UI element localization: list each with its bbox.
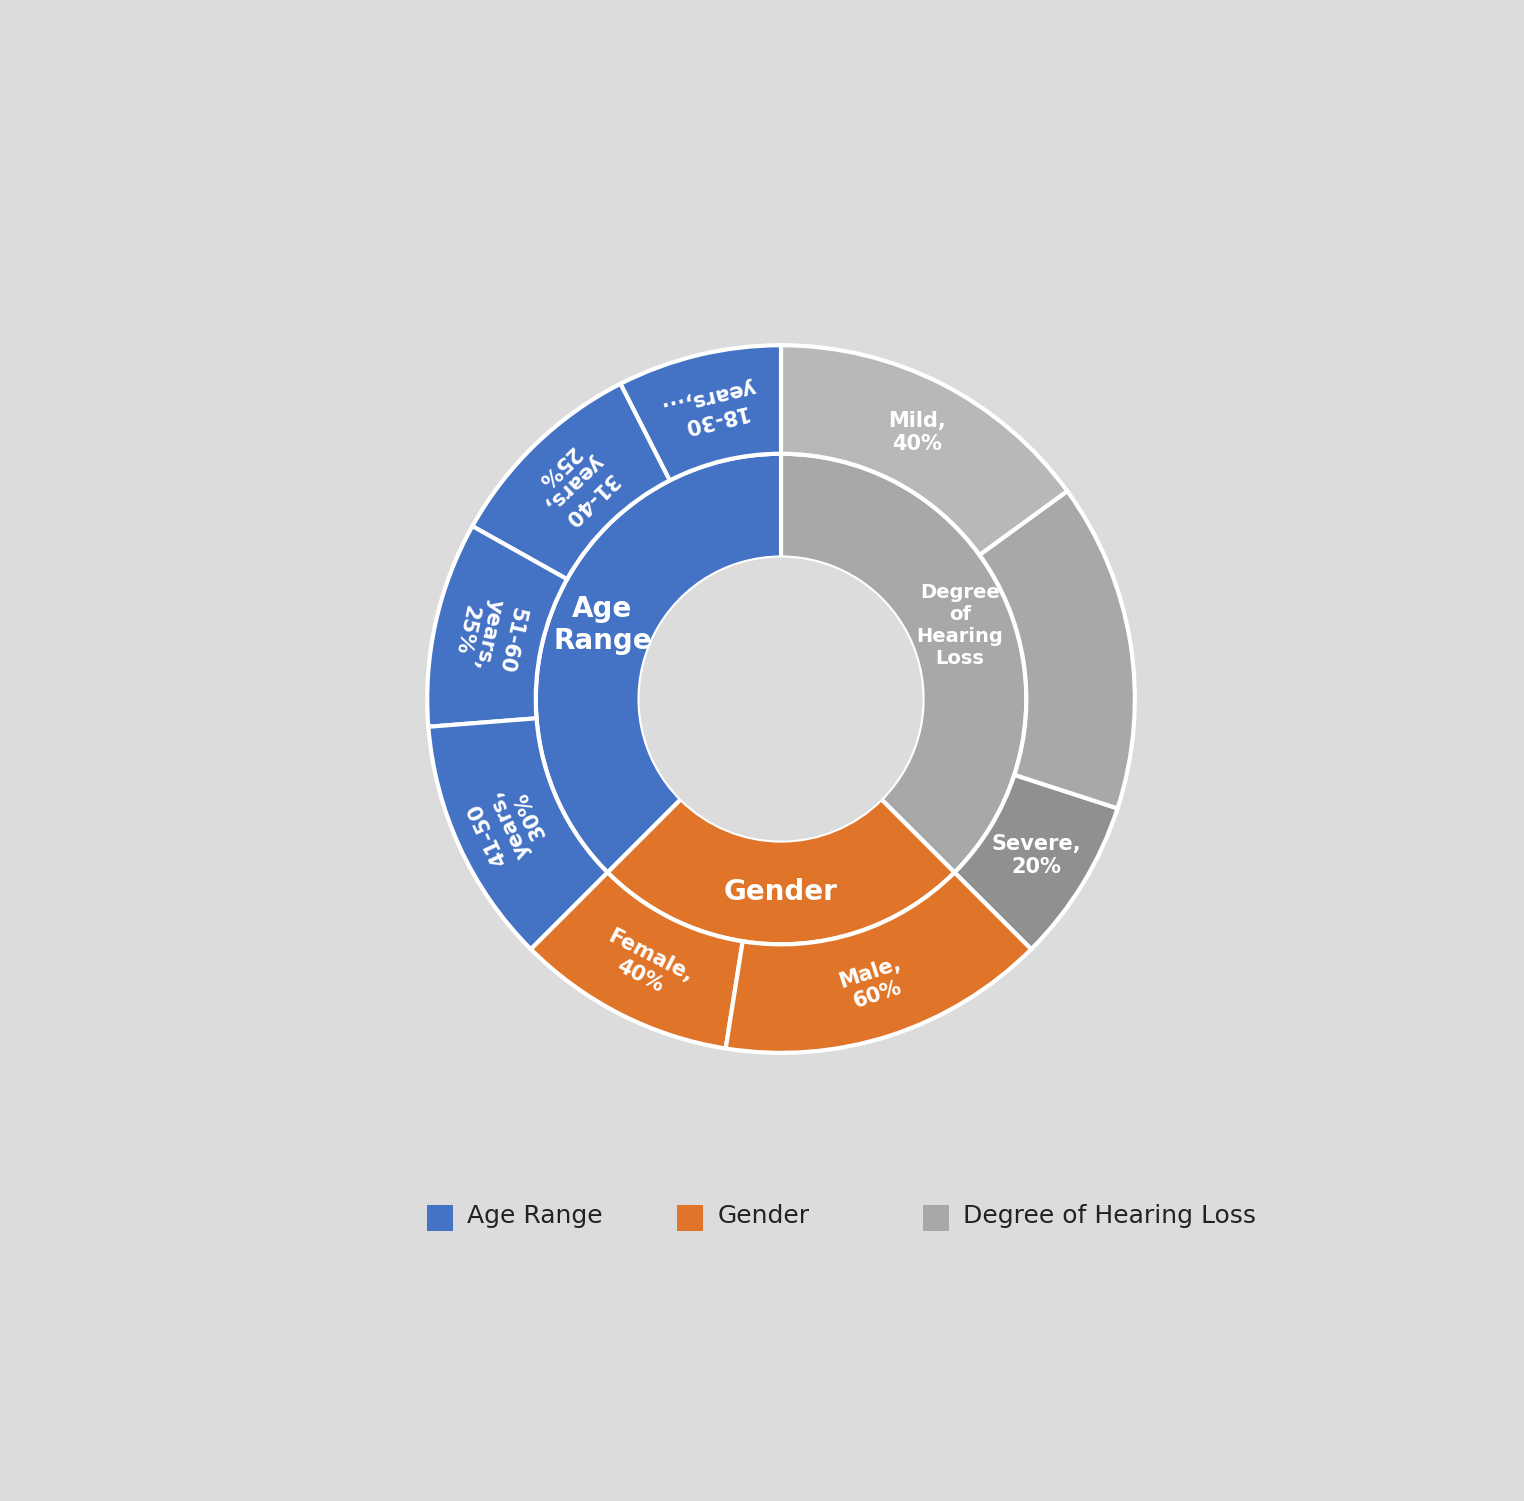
- Wedge shape: [536, 453, 782, 872]
- Text: Degree of Hearing Loss: Degree of Hearing Loss: [963, 1204, 1256, 1228]
- Text: 31-40
years,
25%: 31-40 years, 25%: [524, 434, 623, 533]
- Text: Female,
40%: Female, 40%: [594, 926, 696, 1006]
- Wedge shape: [980, 491, 1135, 809]
- Text: Male,
60%: Male, 60%: [837, 953, 911, 1015]
- Wedge shape: [428, 719, 608, 949]
- Wedge shape: [725, 872, 1032, 1052]
- Wedge shape: [608, 799, 954, 944]
- FancyBboxPatch shape: [427, 1205, 453, 1231]
- Text: Gender: Gender: [718, 1204, 809, 1228]
- Text: 51-60
years,
25%: 51-60 years, 25%: [448, 593, 529, 677]
- Wedge shape: [782, 345, 1067, 555]
- Wedge shape: [472, 384, 669, 579]
- Wedge shape: [782, 453, 1026, 872]
- Wedge shape: [954, 775, 1117, 949]
- Wedge shape: [530, 872, 742, 1049]
- FancyBboxPatch shape: [922, 1205, 948, 1231]
- Text: 18-30
years,...: 18-30 years,...: [660, 375, 764, 440]
- Text: Severe,
20%: Severe, 20%: [992, 835, 1081, 877]
- Text: Age Range: Age Range: [468, 1204, 604, 1228]
- Text: Gender: Gender: [724, 878, 838, 907]
- Text: 41-50
years,
30%: 41-50 years, 30%: [463, 778, 555, 871]
- Text: Degree
of
Hearing
Loss: Degree of Hearing Loss: [916, 582, 1003, 668]
- Circle shape: [640, 557, 922, 841]
- Text: Age
Range: Age Range: [553, 594, 652, 656]
- Text: Mild,
40%: Mild, 40%: [888, 411, 946, 453]
- FancyBboxPatch shape: [677, 1205, 703, 1231]
- Wedge shape: [427, 527, 567, 726]
- Wedge shape: [620, 345, 782, 480]
